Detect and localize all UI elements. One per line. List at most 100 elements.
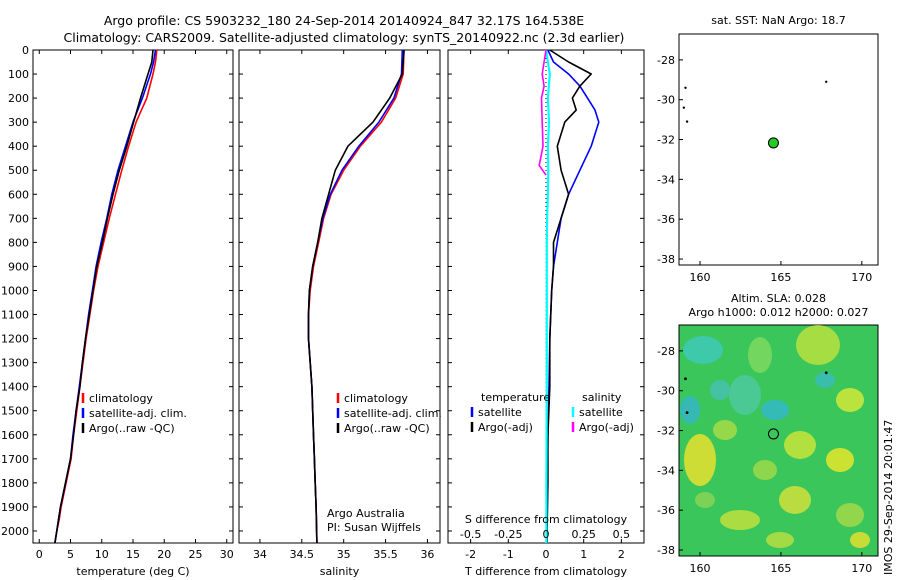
sla-map-title-line2: Argo h1000: 0.012 h2000: 0.027 (689, 306, 869, 319)
s-diff-axis-label: S difference from climatology (465, 513, 628, 526)
argo-float-marker (767, 428, 779, 440)
s-diff-tick-label: 0 (543, 528, 550, 541)
salinity-legend-label: satellite-adj. clim. (344, 407, 442, 420)
salinity-legend-label: climatology (344, 392, 408, 405)
diff-sal-legend-label: Argo(-adj) (579, 421, 634, 434)
coastline-speck (685, 411, 689, 415)
sla-blob (796, 325, 840, 365)
temperature-x-axis-label: temperature (deg C) (76, 565, 189, 578)
y-tick-label: 1600 (1, 429, 29, 442)
x-tick-label: 20 (157, 548, 171, 561)
sla-blob (753, 460, 777, 480)
x-tick-label: 15 (126, 548, 140, 561)
salinity-legend-label: Argo(..raw -QC) (344, 422, 430, 435)
sla-blob (850, 532, 870, 548)
y-tick-label: 1800 (1, 477, 29, 490)
figure-title-line1: Argo profile: CS 5903232_180 24-Sep-2014… (104, 13, 584, 28)
map-y-tick-label: -28 (657, 54, 675, 67)
map-y-tick-label: -36 (657, 504, 675, 517)
temperature-line-2 (54, 49, 154, 544)
difference-line-1 (546, 49, 593, 543)
y-tick-label: 2000 (1, 525, 29, 538)
coastline-speck (682, 106, 686, 109)
coastline-speck (684, 86, 687, 89)
map-y-tick-label: -34 (657, 173, 675, 186)
map-y-tick-label: -38 (657, 253, 675, 266)
x-tick-label: -1 (503, 548, 514, 561)
salinity-panel-frame (238, 49, 441, 544)
x-tick-label: 2 (618, 548, 625, 561)
sla-blob (680, 396, 700, 424)
sst_map-frame (678, 33, 879, 266)
sla-blob (683, 336, 723, 364)
x-tick-label: 25 (189, 548, 203, 561)
figure-title-line2: Climatology: CARS2009. Satellite-adjuste… (64, 30, 625, 45)
sla-blob (826, 448, 854, 472)
diff-legend-temp-header: temperature (481, 391, 550, 404)
x-tick-label: 36 (420, 548, 434, 561)
s-diff-tick-label: -0.5 (460, 528, 481, 541)
map-y-tick-label: -36 (657, 213, 675, 226)
map-x-tick-label: 165 (770, 562, 791, 575)
s-diff-tick-label: 0.25 (571, 528, 596, 541)
sla-blob (684, 434, 716, 486)
x-tick-label: 34.5 (290, 548, 315, 561)
sla-blob (779, 486, 811, 514)
coastline-speck (685, 120, 689, 123)
x-tick-label: 0 (543, 548, 550, 561)
map-y-tick-label: -30 (657, 94, 675, 107)
x-tick-label: 35.5 (373, 548, 398, 561)
y-tick-label: 1200 (1, 333, 29, 346)
map-x-tick-label: 165 (770, 271, 791, 284)
sla-blob (720, 510, 760, 530)
sla-blob (784, 431, 816, 459)
map-y-tick-label: -32 (657, 425, 675, 438)
y-tick-label: 900 (8, 260, 29, 273)
sla-blob (766, 532, 794, 548)
sla-blob (761, 400, 789, 420)
map-y-tick-label: -32 (657, 134, 675, 147)
y-tick-label: 1400 (1, 381, 29, 394)
difference-line-2 (544, 49, 551, 543)
y-tick-label: 400 (8, 140, 29, 153)
salinity-line-0 (307, 49, 405, 544)
y-tick-label: 300 (8, 116, 29, 129)
y-tick-label: 1700 (1, 453, 29, 466)
sla-blob (710, 380, 730, 400)
x-tick-label: 0 (36, 548, 43, 561)
map-y-tick-label: -34 (657, 464, 675, 477)
map-x-tick-label: 160 (690, 562, 711, 575)
coastline-speck (824, 371, 828, 375)
y-tick-label: 1300 (1, 357, 29, 370)
sla-map-title-line1: Altim. SLA: 0.028 (731, 292, 826, 305)
sla-blob (713, 420, 737, 440)
diff-legend-sal-header: salinity (582, 391, 622, 404)
sla-blob (695, 492, 715, 508)
map-x-tick-label: 170 (851, 271, 872, 284)
coastline-speck (684, 377, 687, 381)
coastline-speck (825, 80, 828, 83)
t-diff-axis-label: T difference from climatology (464, 565, 627, 578)
credit-institution: Argo Australia (327, 507, 405, 520)
sla-blob (748, 337, 772, 373)
x-tick-label: -2 (465, 548, 476, 561)
y-tick-label: 600 (8, 188, 29, 201)
map-x-tick-label: 160 (690, 271, 711, 284)
difference-line-0 (545, 49, 600, 543)
sla-blob (729, 375, 761, 415)
argo-float-marker (767, 137, 779, 149)
temperature-line-1 (54, 49, 157, 544)
y-tick-label: 0 (22, 44, 29, 57)
y-tick-label: 100 (8, 68, 29, 81)
x-tick-label: 10 (95, 548, 109, 561)
sla-blob (836, 503, 864, 527)
side-stamp: IMOS 29-Sep-2014 20:01:47 (882, 420, 895, 575)
x-tick-label: 35 (337, 548, 351, 561)
x-tick-label: 5 (67, 548, 74, 561)
s-diff-tick-label: -0.25 (494, 528, 522, 541)
temperature-legend-label: climatology (89, 392, 153, 405)
sla-blob (815, 372, 835, 388)
credit-pi: PI: Susan Wijffels (327, 521, 421, 534)
s-diff-tick-label: 0.5 (613, 528, 631, 541)
